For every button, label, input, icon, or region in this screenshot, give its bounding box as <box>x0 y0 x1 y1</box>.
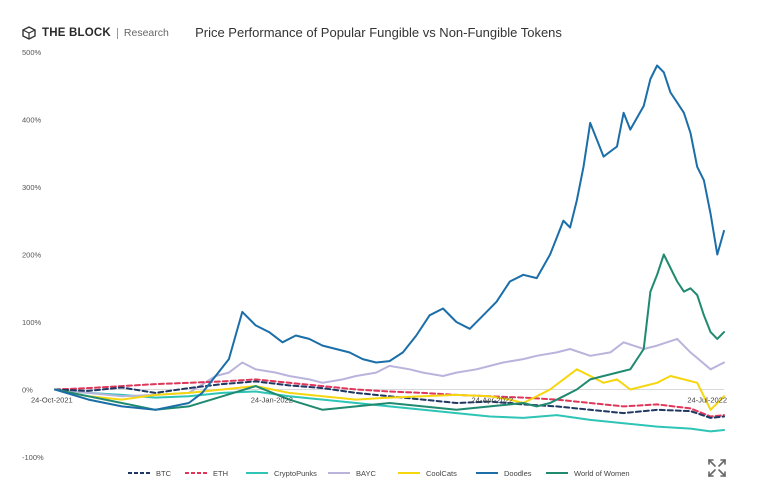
brand-subtitle: Research <box>123 27 169 39</box>
cube-logo-icon <box>22 26 36 40</box>
y-tick-label: 0% <box>22 386 33 395</box>
legend-label: BTC <box>156 469 172 478</box>
series-line-doodles <box>54 64 725 411</box>
brand-divider <box>116 27 118 39</box>
legend-label: CoolCats <box>426 469 457 478</box>
legend-label: BAYC <box>356 469 376 478</box>
y-tick-label: 500% <box>22 48 42 57</box>
legend-item: BTC <box>128 469 172 478</box>
x-tick-label: 24-Apr-2022 <box>472 396 514 405</box>
y-tick-label: -100% <box>22 453 44 462</box>
series-line-btc <box>54 380 725 419</box>
chart-title: Price Performance of Popular Fungible vs… <box>195 25 562 40</box>
legend-item: World of Women <box>546 469 630 478</box>
brand-logo: THE BLOCK Research <box>22 24 169 42</box>
legend-label: ETH <box>213 469 228 478</box>
y-tick-label: 200% <box>22 251 42 260</box>
x-tick-label: 24-Jul-2022 <box>687 396 727 405</box>
x-tick-label: 24-Jan-2022 <box>251 396 293 405</box>
series-line-world-of-women <box>54 253 725 411</box>
expand-icon[interactable] <box>707 458 727 478</box>
legend-label: World of Women <box>574 469 630 478</box>
legend-item: Doodles <box>476 469 532 478</box>
series-line-cryptopunks <box>54 388 725 433</box>
brand-name: THE BLOCK <box>42 27 111 39</box>
legend-label: Doodles <box>504 469 532 478</box>
y-tick-label: 300% <box>22 183 42 192</box>
y-tick-label: 100% <box>22 318 42 327</box>
legend-item: BAYC <box>328 469 376 478</box>
series-line-eth <box>54 378 725 418</box>
legend-item: CryptoPunks <box>246 469 317 478</box>
legend-label: CryptoPunks <box>274 469 317 478</box>
legend-item: ETH <box>185 469 228 478</box>
x-tick-label: 24-Oct-2021 <box>31 396 73 405</box>
series-line-bayc <box>54 337 725 398</box>
legend-item: CoolCats <box>398 469 457 478</box>
y-tick-label: 400% <box>22 116 42 125</box>
